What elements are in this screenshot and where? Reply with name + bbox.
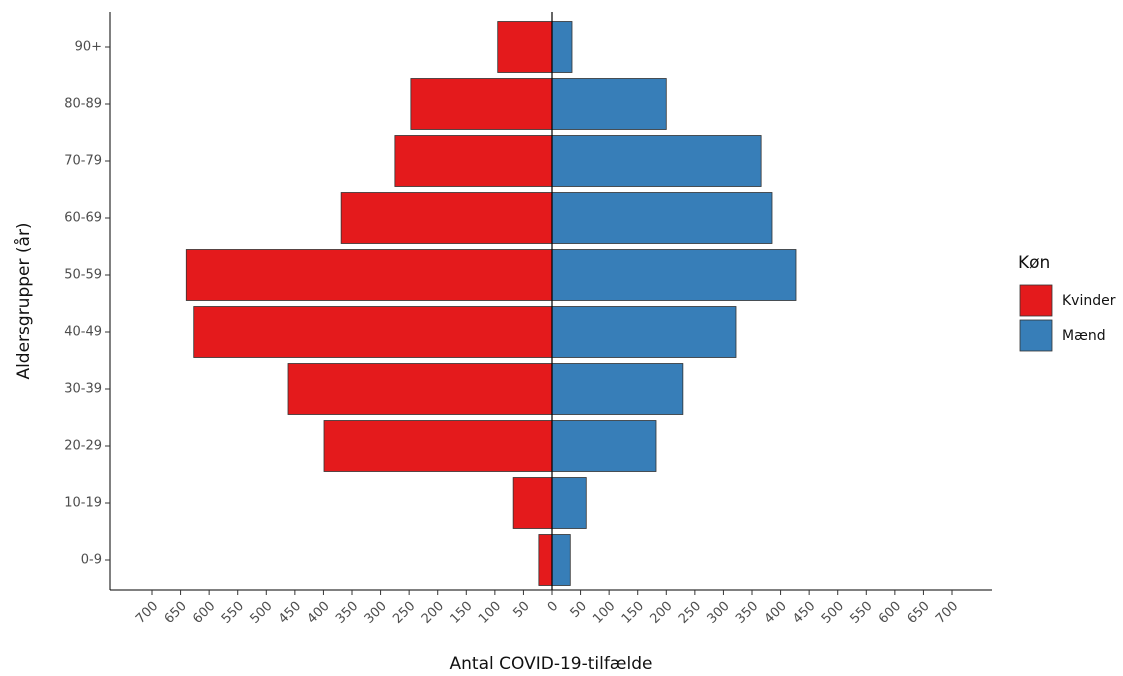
bar	[323, 420, 553, 472]
bar	[551, 135, 762, 187]
x-tick-label: 300	[362, 599, 390, 627]
x-tick-label: 700	[933, 599, 961, 627]
bar	[551, 249, 797, 301]
x-tick-label: 350	[733, 599, 761, 627]
bar	[551, 192, 773, 244]
legend-key	[1019, 284, 1053, 317]
bar	[512, 477, 553, 529]
y-tick-label: 0-9	[81, 553, 102, 568]
x-tick-label: 150	[619, 599, 647, 627]
x-tick-label: 200	[419, 599, 447, 627]
bar	[410, 78, 553, 130]
x-tick-label: 550	[847, 599, 875, 627]
bar	[551, 477, 587, 529]
bar	[551, 420, 657, 472]
bar	[551, 306, 737, 358]
bar	[394, 135, 553, 187]
bar	[193, 306, 553, 358]
legend-title: Køn	[1018, 253, 1050, 273]
y-tick-label: 40-49	[64, 325, 102, 340]
x-axis-label: Antal COVID-19-tilfælde	[450, 654, 653, 674]
x-tick-label: 600	[876, 599, 904, 627]
y-tick-label: 30-39	[64, 382, 102, 397]
x-tick-label: 400	[762, 599, 790, 627]
y-tick-label: 60-69	[64, 211, 102, 226]
x-tick-label: 600	[190, 599, 218, 627]
x-tick-label: 50	[568, 599, 590, 621]
bar	[551, 21, 573, 73]
bar	[185, 249, 553, 301]
x-tick-label: 300	[705, 599, 733, 627]
y-axis-label: Aldersgrupper (år)	[13, 222, 34, 379]
bar	[497, 21, 553, 73]
x-tick-label: 0	[545, 599, 561, 615]
y-tick-label: 90+	[75, 40, 102, 55]
x-tick-label: 500	[819, 599, 847, 627]
x-tick-label: 100	[476, 599, 504, 627]
x-tick-label: 700	[133, 599, 161, 627]
x-tick-label: 350	[333, 599, 361, 627]
bar	[340, 192, 553, 244]
x-tick-label: 550	[219, 599, 247, 627]
x-tick-label: 150	[447, 599, 475, 627]
y-tick-label: 50-59	[64, 268, 102, 283]
bar	[551, 78, 667, 130]
x-tick-label: 250	[390, 599, 418, 627]
x-tick-label: 200	[647, 599, 675, 627]
x-tick-label: 500	[247, 599, 275, 627]
y-tick-label: 10-19	[64, 496, 102, 511]
x-tick-label: 400	[305, 599, 333, 627]
x-tick-label: 450	[276, 599, 304, 627]
x-tick-label: 650	[162, 599, 190, 627]
x-tick-label: 450	[790, 599, 818, 627]
x-tick-label: 100	[590, 599, 618, 627]
bar	[551, 534, 571, 586]
x-tick-label: 250	[676, 599, 704, 627]
legend-label: Mænd	[1062, 328, 1106, 344]
legend-label: Kvinder	[1062, 293, 1116, 309]
bar	[538, 534, 553, 586]
y-tick-label: 70-79	[64, 154, 102, 169]
x-tick-label: 650	[905, 599, 933, 627]
y-tick-label: 20-29	[64, 439, 102, 454]
x-tick-label: 50	[510, 599, 532, 621]
bar	[551, 363, 684, 415]
legend-key	[1019, 319, 1053, 352]
y-tick-label: 80-89	[64, 97, 102, 112]
bar	[287, 363, 553, 415]
